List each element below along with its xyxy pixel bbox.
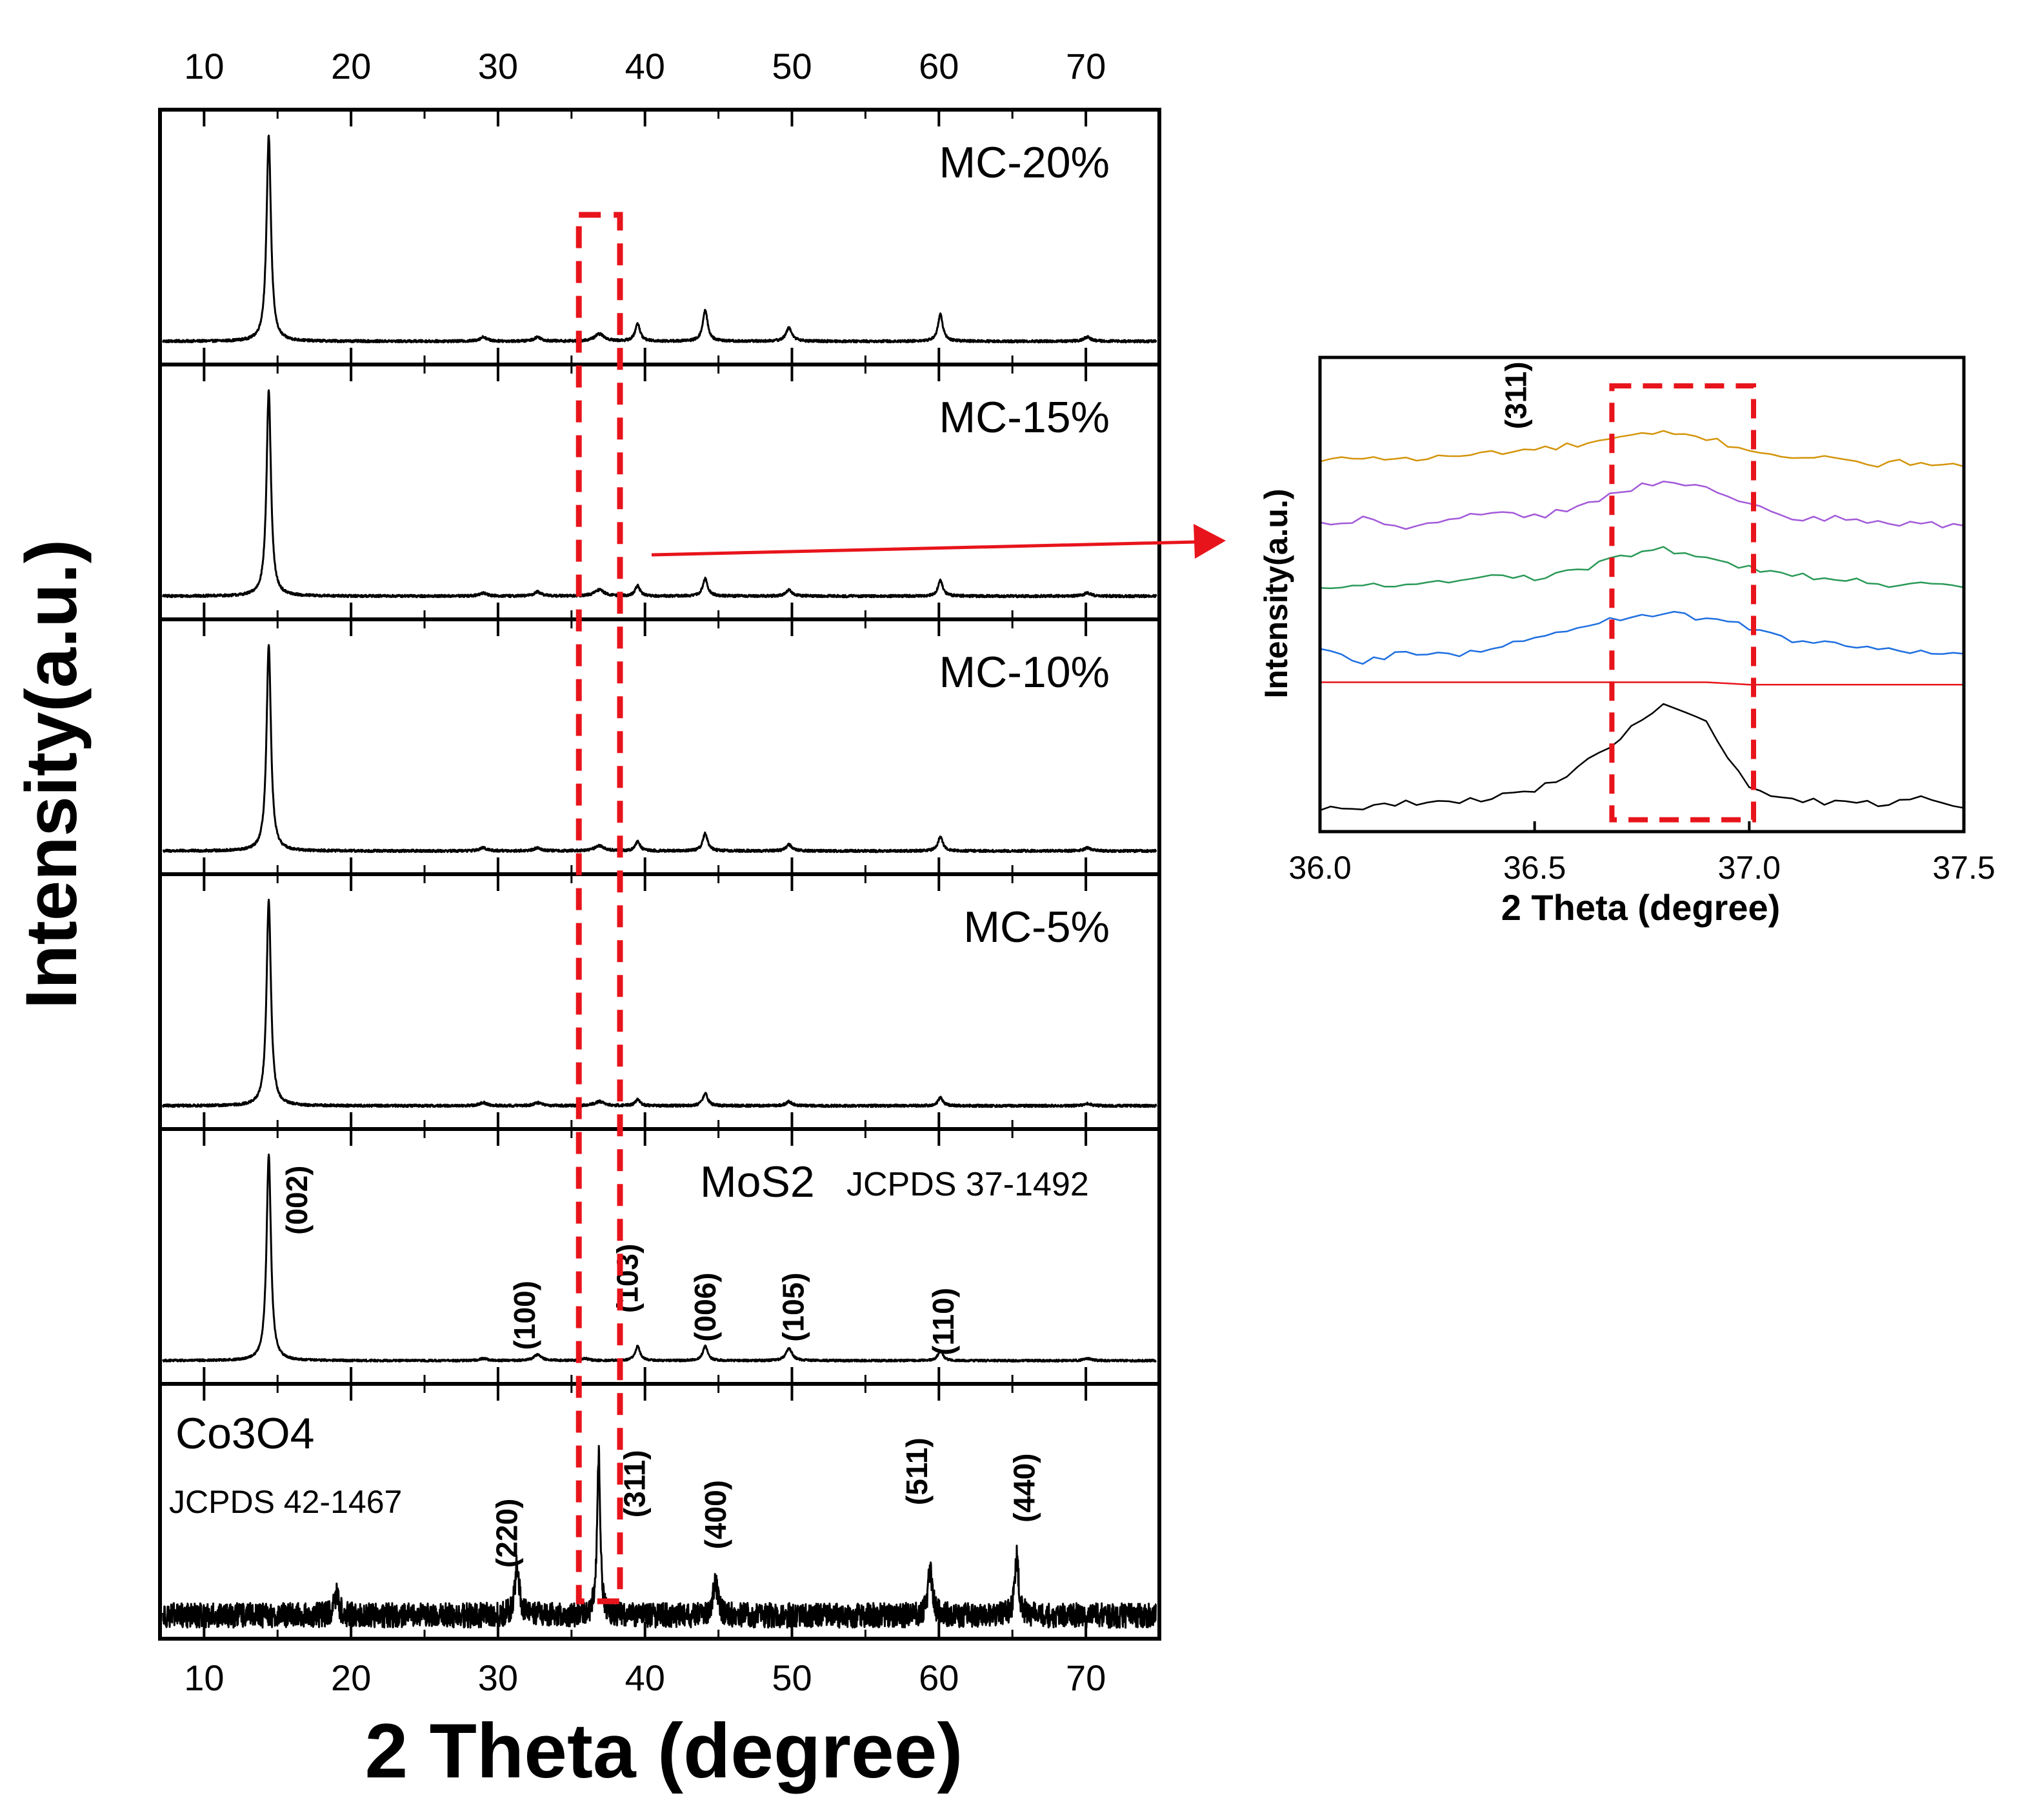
main-top-tick-label-30: 30 [478,46,518,86]
panel-1-label: MC-20% [939,138,1110,187]
main-top-tick-label-60: 60 [919,46,959,86]
main-top-tick-label-40: 40 [625,46,665,86]
main-bottom-tick-label-60: 60 [919,1657,959,1698]
inset-series-5 [1320,681,1964,686]
panel-4-label: MC-5% [963,903,1110,952]
main-top-tick-label-10: 10 [184,46,224,86]
zoom-arrow-head [1194,524,1226,559]
main-chart: MC-20% MC-15% MC-10% MC-5% MoS2 JCPDS 37-1492… [11,46,1161,1794]
zoom-arrow-line [651,540,1197,557]
panel-5-sublabel: JCPDS 37-1492 [846,1166,1089,1203]
inset-annotation-311: (311) [1499,361,1532,429]
main-x-axis-label: 2 Theta (degree) [365,1708,963,1794]
inset-series-6 [1319,703,1965,812]
panel-2-trace [162,389,1157,599]
main-bottom-tick-label-50: 50 [772,1657,812,1698]
inset-tick-label-37.0: 37.0 [1718,850,1781,886]
panel-5-trace [162,1154,1157,1363]
panel-4-trace [162,899,1157,1108]
panel-6-hkl-2: (311) [618,1450,652,1517]
inset-x-axis-label: 2 Theta (degree) [1501,887,1781,928]
main-bottom-tick-label-70: 70 [1066,1657,1106,1698]
panel-2: MC-15% [158,363,1161,621]
inset-tick-label-37.5: 37.5 [1932,850,1995,886]
panel-6-trace [162,1445,1157,1629]
panel-6: Co3O4 JCPDS 42-1467 (220) (311) (400) (511) (4… [158,1382,1161,1641]
panel-3-label: MC-10% [939,648,1110,697]
panel-5-hkl-1: (002) [280,1166,314,1235]
panel-5-label: MoS2 [700,1157,815,1206]
inset-y-axis-label: Intensity(a.u.) [1258,488,1294,698]
main-top-tick-label-70: 70 [1066,46,1106,86]
panel-6-frame [158,1382,1161,1641]
panel-6-sublabel: JCPDS 42-1467 [169,1484,402,1520]
main-highlight-box [575,212,623,1605]
main-bottom-tick-label-40: 40 [625,1657,665,1698]
panel-3-trace [162,644,1157,854]
inset-series-1 [1319,430,1965,468]
panel-6-hkl-4: (511) [900,1437,934,1505]
main-top-tick-label-20: 20 [331,46,371,86]
zoom-arrow [651,524,1226,559]
main-panels: MC-20% MC-15% MC-10% MC-5% MoS2 JCPDS 37-1492… [158,108,1161,1641]
main-top-tick-label-50: 50 [772,46,812,86]
panel-1: MC-20% [158,108,1161,366]
panel-5-hkl-4: (006) [688,1272,722,1341]
panel-5-hkl-6: (110) [926,1288,960,1355]
panel-6-label: Co3O4 [175,1409,314,1458]
panel-6-hkl-3: (400) [699,1480,732,1549]
inset-frame [1318,355,1966,834]
panel-1-trace [162,134,1157,344]
inset-series [1319,430,1965,812]
main-bottom-tick-label-30: 30 [478,1657,518,1698]
inset-tick-labels: 36.0 36.5 37.0 37.5 [1288,821,1995,886]
panel-4: MC-5% [158,872,1161,1131]
inset-tick-label-36.5: 36.5 [1503,850,1566,886]
main-bottom-tick-label-10: 10 [184,1657,224,1698]
main-y-axis-label: Intensity(a.u.) [11,539,92,1009]
panel-6-hkl-1: (220) [490,1499,524,1568]
inset-series-2 [1319,481,1965,530]
panel-5-hkl-5: (105) [777,1272,810,1341]
main-bottom-tick-labels: 10 20 30 40 50 60 70 [184,1657,1106,1698]
main-bottom-tick-label-20: 20 [331,1657,371,1698]
inset-series-4 [1319,610,1965,665]
panel-5: MoS2 JCPDS 37-1492 (002) (100) (103) (006) (10… [158,1127,1161,1386]
panel-5-hkl-2: (100) [508,1281,541,1350]
panel-5-hkl-3: (103) [610,1244,644,1313]
inset-highlight-box [1609,383,1756,823]
panel-3: MC-10% [158,617,1161,876]
panel-2-label: MC-15% [939,393,1110,442]
inset-series-3 [1319,546,1965,590]
panel-6-hkl-5: (440) [1007,1454,1041,1523]
inset-chart: 36.0 36.5 37.0 37.5 (311) 2 Theta (degree) … [1258,355,1995,928]
main-top-tick-labels: 10 20 30 40 50 60 70 [184,46,1106,86]
inset-tick-label-36.0: 36.0 [1288,850,1351,886]
